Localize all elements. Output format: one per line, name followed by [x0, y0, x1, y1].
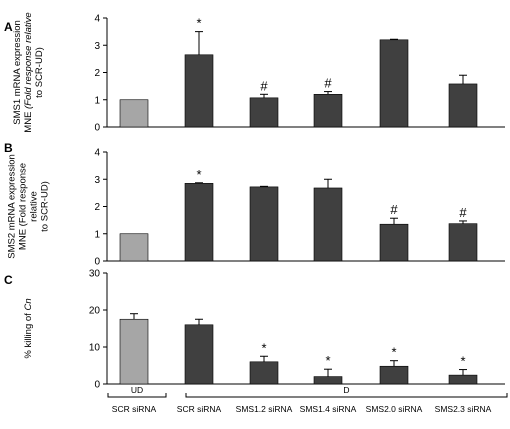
bar [119, 99, 149, 128]
bar [448, 374, 478, 385]
y-axis-label-line: SMS1 mRNA expression [12, 20, 23, 125]
panels: A SMS1 mRNA expression MNE (Fold response … [4, 12, 505, 391]
significance-marker: # [260, 78, 268, 93]
bar [119, 233, 149, 262]
category-label: SMS1.2 siRNA [236, 404, 293, 414]
significance-marker: * [325, 353, 330, 368]
y-axis-label-text: % killing of [23, 311, 34, 359]
bar [249, 361, 279, 385]
category-label: SMS1.4 siRNA [300, 404, 357, 414]
significance-marker: * [196, 16, 201, 31]
y-tick-label: 0 [94, 123, 100, 134]
category-label: SCR siRNA [177, 404, 222, 414]
significance-marker: # [390, 202, 398, 217]
panel-a: A SMS1 mRNA expression MNE (Fold response … [4, 12, 505, 134]
bar [379, 39, 409, 128]
y-axis-label-line: MNE (Fold response relative [23, 12, 34, 132]
y-tick-label: 2 [94, 202, 100, 213]
category-label: SMS2.0 siRNA [366, 404, 423, 414]
y-axis-label-line: SMS2 mRNA expression [7, 154, 18, 259]
bar [249, 97, 279, 128]
y-axis-label-text: MNE [23, 109, 34, 133]
y-tick-label: 4 [94, 14, 100, 25]
significance-marker: * [391, 345, 396, 360]
panel-label: B [4, 141, 13, 155]
group-brackets: UD D [107, 385, 508, 398]
bar [313, 376, 343, 385]
bar [119, 318, 149, 385]
group-label: UD [131, 385, 143, 395]
category-label: SCR siRNA [112, 404, 157, 414]
y-axis-label-italic: (Fold response relative [23, 12, 34, 109]
y-tick-label: 20 [89, 306, 101, 317]
significance-marker: # [324, 76, 332, 91]
y-tick-label: 3 [94, 41, 100, 52]
y-axis-label-line: to SCR-UD) [40, 181, 51, 232]
y-tick-label: 0 [94, 380, 100, 391]
group-d: D [185, 385, 508, 398]
group-ud: UD [107, 385, 167, 398]
bar [184, 54, 214, 128]
y-tick-label: 2 [94, 68, 100, 79]
y-tick-label: 30 [89, 269, 101, 280]
bar [379, 365, 409, 385]
group-bracket [185, 393, 508, 398]
bar [379, 223, 409, 262]
y-tick-label: 1 [94, 95, 100, 106]
y-axis-label-line: to SCR-UD) [34, 47, 45, 98]
y-tick-label: 1 [94, 229, 100, 240]
bar [448, 83, 478, 128]
significance-marker: # [459, 205, 467, 220]
y-tick-label: 3 [94, 175, 100, 186]
bar [184, 324, 214, 385]
bar [184, 183, 214, 262]
significance-marker: * [196, 167, 201, 182]
y-axis-label-line: relative [29, 191, 40, 222]
y-tick-label: 4 [94, 148, 100, 159]
panel-label: C [4, 273, 13, 287]
y-axis-label-line: MNE (Fold response [18, 163, 29, 250]
bar [448, 223, 478, 262]
y-axis-label-line: % killing of Cn [23, 298, 34, 358]
y-tick-label: 0 [94, 257, 100, 268]
panel-label: A [4, 20, 13, 34]
significance-marker: * [261, 340, 266, 355]
panel-c: C % killing of Cn 0 10 20 30 * * * * [4, 269, 505, 391]
y-axis-label-italic: Cn [23, 298, 34, 310]
bar [313, 94, 343, 128]
bar [249, 186, 279, 262]
group-bracket [107, 393, 167, 398]
category-labels: SCR siRNA SCR siRNA SMS1.2 siRNA SMS1.4 siR… [112, 404, 492, 414]
bar [313, 187, 343, 262]
y-tick-label: 10 [89, 343, 101, 354]
significance-marker: * [460, 354, 465, 369]
category-label: SMS2.3 siRNA [435, 404, 492, 414]
group-label: D [343, 385, 349, 395]
